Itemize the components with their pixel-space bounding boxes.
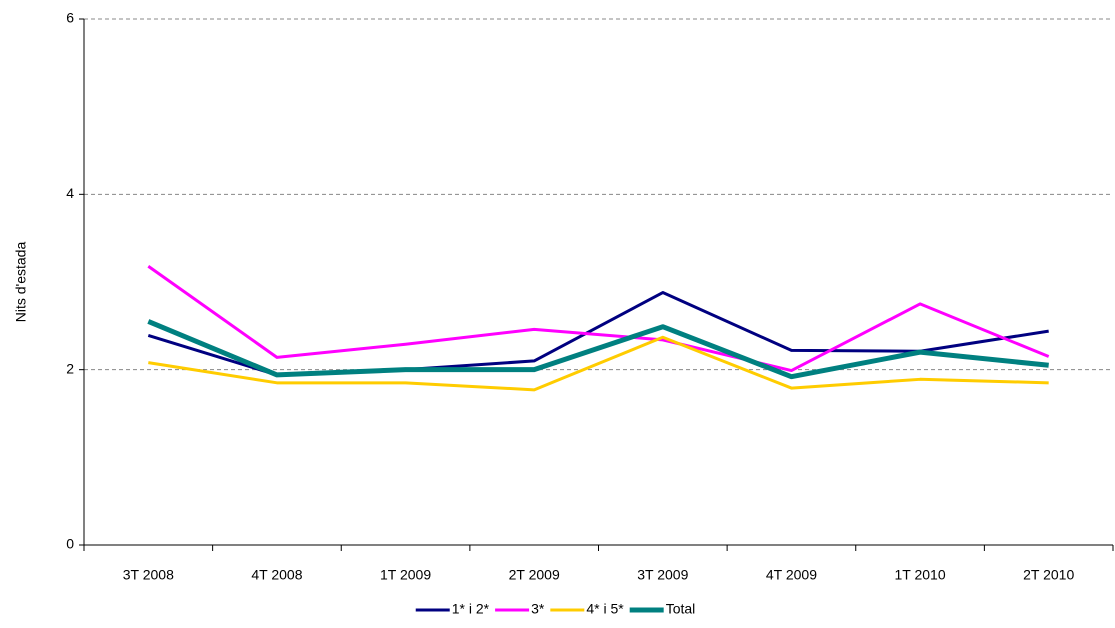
x-tick-label: 1T 2009 [380,567,431,583]
x-tick-label: 4T 2008 [251,567,302,583]
y-tick-label: 6 [66,10,74,26]
legend-label: Total [666,601,696,617]
x-tick-label: 3T 2008 [123,567,174,583]
x-tick-label: 1T 2010 [895,567,946,583]
x-tick-label: 2T 2010 [1023,567,1074,583]
series-line [147,264,1050,373]
x-tick-label: 3T 2009 [637,567,688,583]
y-axis-label: Nits d'estada [13,242,29,323]
y-tick-label: 0 [66,536,74,552]
x-tick-label: 2T 2009 [509,567,560,583]
x-tick-label: 4T 2009 [766,567,817,583]
y-tick-label: 4 [66,185,74,201]
legend-label: 3* [531,601,545,617]
y-tick-label: 2 [66,360,74,376]
series-line [148,335,1049,392]
legend-label: 4* i 5* [586,601,624,617]
legend-label: 1* i 2* [452,601,490,617]
series-line [147,319,1049,380]
